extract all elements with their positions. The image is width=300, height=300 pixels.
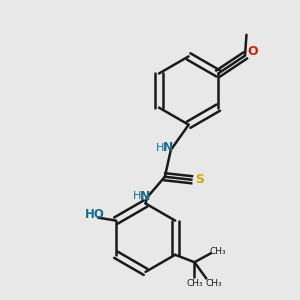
Text: O: O [247, 45, 258, 58]
Text: S: S [195, 173, 204, 186]
Text: H: H [156, 142, 165, 153]
Text: H: H [132, 191, 141, 201]
Text: HO: HO [85, 208, 104, 221]
Text: CH₃: CH₃ [210, 247, 226, 256]
Text: CH₃: CH₃ [206, 278, 222, 287]
Text: N: N [163, 141, 174, 154]
Text: N: N [140, 190, 150, 202]
Text: CH₃: CH₃ [186, 279, 203, 288]
